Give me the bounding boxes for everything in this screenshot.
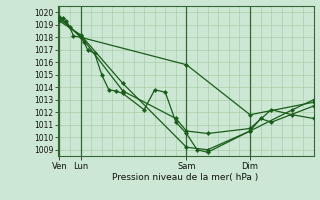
X-axis label: Pression niveau de la mer( hPa ): Pression niveau de la mer( hPa ) [112,173,259,182]
